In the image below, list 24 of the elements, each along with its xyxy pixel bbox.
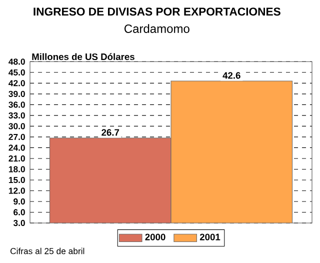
- legend-label: 2001: [200, 234, 220, 240]
- y-tick-label: 12.0: [8, 188, 25, 194]
- y-tick-label: 24.0: [8, 144, 25, 151]
- y-tick-label: 39.0: [8, 90, 25, 98]
- y-tick-label: 9.0: [14, 198, 25, 205]
- y-tick-label: 21.0: [8, 155, 25, 162]
- data-label: 26.7: [102, 129, 120, 136]
- y-tick-label: 45.0: [8, 69, 25, 76]
- y-tick-label: 36.0: [8, 102, 25, 108]
- y-tick-label: 33.0: [8, 112, 25, 119]
- y-tick-label: 18.0: [8, 166, 25, 172]
- y-tick-label: 15.0: [8, 176, 25, 184]
- y-tick-label: 6.0: [14, 209, 25, 216]
- y-axis-title: Millones de US Dólares: [32, 53, 134, 60]
- y-tick-label: 48.0: [8, 58, 25, 65]
- y-tick-label: 3.0: [13, 220, 25, 226]
- text: Cifras al 25 de abril: [10, 248, 84, 254]
- legend-label: 2000: [145, 234, 166, 240]
- y-tick-label: 27.0: [8, 134, 25, 140]
- chart-title: INGRESO DE DIVISAS POR EXPORTACIONES: [34, 8, 280, 16]
- data-label: 42.6: [222, 72, 240, 79]
- chart-subtitle: Cardamomo: [124, 24, 190, 33]
- y-tick-label: 30.0: [8, 123, 25, 130]
- y-tick-label: 42.0: [8, 80, 25, 86]
